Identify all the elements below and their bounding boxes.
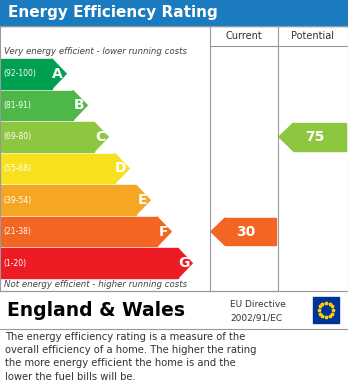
- Text: F: F: [159, 225, 168, 239]
- Polygon shape: [279, 123, 293, 151]
- Polygon shape: [136, 185, 150, 215]
- Text: 2002/91/EC: 2002/91/EC: [230, 313, 282, 322]
- Text: (39-54): (39-54): [3, 196, 31, 204]
- Bar: [0, 122, 94, 152]
- Bar: [293, 123, 346, 151]
- Polygon shape: [178, 248, 192, 278]
- Text: (81-91): (81-91): [3, 101, 31, 110]
- Text: 30: 30: [236, 225, 255, 239]
- Text: The energy efficiency rating is a measure of the
overall efficiency of a home. T: The energy efficiency rating is a measur…: [5, 332, 256, 382]
- Bar: [225, 218, 276, 246]
- Polygon shape: [115, 154, 129, 183]
- Text: G: G: [178, 256, 189, 270]
- Polygon shape: [73, 91, 87, 120]
- Bar: [0, 217, 157, 246]
- Text: E: E: [138, 193, 147, 207]
- Bar: [0, 26, 348, 291]
- Polygon shape: [211, 218, 225, 246]
- Text: Potential: Potential: [292, 31, 334, 41]
- Text: England & Wales: England & Wales: [7, 301, 185, 319]
- Polygon shape: [157, 217, 171, 246]
- Text: (92-100): (92-100): [3, 69, 36, 78]
- Text: B: B: [73, 99, 84, 112]
- Polygon shape: [94, 122, 108, 152]
- Polygon shape: [52, 59, 66, 89]
- Text: Current: Current: [226, 31, 262, 41]
- Bar: [0, 154, 115, 183]
- Text: A: A: [53, 67, 63, 81]
- Text: Not energy efficient - higher running costs: Not energy efficient - higher running co…: [4, 280, 187, 289]
- Bar: [0, 291, 348, 329]
- Text: C: C: [95, 130, 105, 144]
- Bar: [0, 0, 348, 26]
- Bar: [313, 297, 339, 323]
- Bar: [0, 185, 136, 215]
- Text: D: D: [114, 161, 126, 176]
- Text: EU Directive: EU Directive: [230, 300, 286, 309]
- Bar: [0, 26, 348, 291]
- Bar: [0, 91, 73, 120]
- Text: 75: 75: [305, 130, 324, 144]
- Text: Very energy efficient - lower running costs: Very energy efficient - lower running co…: [4, 47, 187, 56]
- Text: (69-80): (69-80): [3, 133, 31, 142]
- Text: (21-38): (21-38): [3, 227, 31, 236]
- Text: Energy Efficiency Rating: Energy Efficiency Rating: [8, 5, 218, 20]
- Bar: [0, 248, 178, 278]
- Text: (55-68): (55-68): [3, 164, 31, 173]
- Text: (1-20): (1-20): [3, 259, 26, 268]
- Bar: [0, 59, 52, 89]
